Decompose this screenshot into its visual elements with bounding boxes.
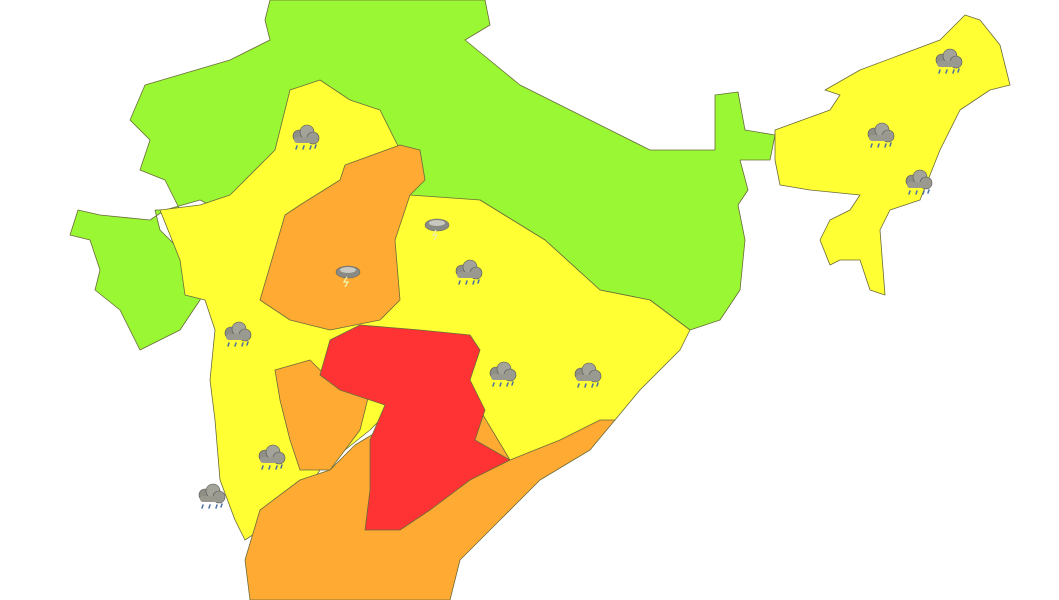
rain-cloud-icon — [258, 444, 286, 470]
region-west-orange — [259, 144, 426, 331]
rain-cloud-icon — [935, 48, 963, 74]
thunderstorm-icon — [335, 265, 361, 288]
region-central-red — [319, 324, 511, 531]
rain-cloud-icon — [867, 122, 895, 148]
rain-cloud-icon — [224, 321, 252, 347]
rain-cloud-icon — [574, 362, 602, 388]
rain-cloud-icon — [198, 483, 226, 509]
thunderstorm-icon — [424, 218, 450, 241]
rain-cloud-icon — [455, 259, 483, 285]
rain-cloud-icon — [292, 124, 320, 150]
rain-cloud-icon — [905, 169, 933, 195]
rain-cloud-icon — [489, 361, 517, 387]
region-northeast-yellow — [774, 14, 1011, 296]
